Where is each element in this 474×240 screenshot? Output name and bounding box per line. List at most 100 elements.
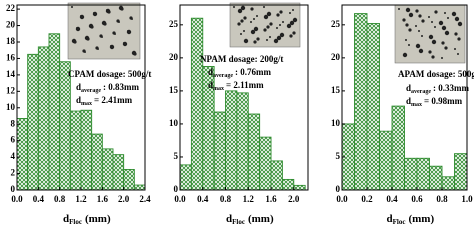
floc-dot [454,48,456,50]
bar [259,136,272,191]
floc-dot [434,10,438,14]
x-axis-label: dFloc (mm) [63,213,111,226]
bar [441,176,455,191]
bar [354,13,368,191]
bar [179,164,192,191]
floc-dot [243,16,247,20]
floc-dot [240,5,246,11]
bar [59,61,71,191]
floc-dot [127,30,129,32]
subscript: Floc [393,218,406,226]
floc-dot [428,16,430,18]
y-tick-label: 18 [6,36,16,46]
subscript: average [213,73,233,79]
floc-dot [110,45,112,47]
x-tick-label: 2.0 [118,194,130,204]
value-text: : 0.76mm [235,67,271,77]
floc-dot [289,12,291,14]
floc-dot [253,40,257,44]
bar [16,118,29,191]
subscript: Floc [232,218,245,226]
floc-dot [250,7,254,11]
floc-dot [398,8,400,10]
subscript: max [213,86,224,92]
floc-dot [431,55,435,59]
y-tick-label: 5 [174,151,179,161]
bar [80,109,93,191]
floc-dot [88,23,94,29]
floc-dot [71,6,73,8]
floc-dot [253,26,259,32]
subscript: average [411,89,431,95]
value-text: = 2.41mm [94,95,133,105]
floc-dot [276,27,278,29]
x-tick-label: 0.8 [54,194,66,204]
floc-dot [444,46,448,50]
figure: 0 2 4 6 8 10 12 14 16 18 20 22 0.0 0.4 0.8 1.2 1.6 2.0 2.4… [6,2,474,226]
x-tick-label: 0.0 [174,194,186,204]
symbol: d [76,95,81,105]
x-tick-label: 0.4 [33,194,45,204]
floc-dot [76,27,78,29]
y-tick-label: 16 [6,53,16,63]
floc-dot [266,39,268,41]
floc-dot [408,28,412,32]
floc-dot [80,15,82,17]
y-tick-label: 2 [11,168,16,178]
x-tick-label: 0.8 [220,194,232,204]
floc-dot [93,12,95,14]
average-label: daverage: 0.76mm [208,67,272,79]
floc-dot [286,23,292,29]
floc-dot [112,31,116,35]
x-tick-label: 0.8 [436,194,448,204]
floc-dot [279,32,285,38]
bar [391,105,405,191]
floc-dot [256,37,260,41]
value-text: : 0.33mm [433,83,469,93]
floc-dot [276,13,280,17]
floc-dot [457,37,461,41]
floc-dot [408,12,414,18]
floc-dot [276,35,282,41]
max-label: dmax = 0.98mm [406,96,463,108]
floc-dot [421,35,423,37]
floc-dot [457,21,463,27]
x-tick-label: 1.2 [243,194,255,204]
symbol: d [208,67,213,77]
y-tick-label: 10 [6,102,16,112]
bar [416,157,430,191]
y-tick-label: 20 [169,52,179,62]
floc-dot [266,25,270,29]
y-tick-label: 5 [336,151,341,161]
bar [379,130,393,191]
y-tick-label: 14 [6,69,16,79]
floc-dot [129,16,133,20]
x-tick-label: 1.2 [75,194,87,204]
floc-dot [402,18,406,22]
bar [133,184,146,191]
bar [48,33,61,191]
y-tick-label: 25 [169,19,179,29]
floc-dot [118,5,124,11]
x-tick-label: 1.6 [265,194,277,204]
dosage-label: NPAM dosage: 200g/t [200,54,283,64]
value-text: = 0.98mm [424,96,463,106]
floc-dot [240,19,244,23]
y-tick-label: 0 [336,184,341,194]
x-tick-label: 0.4 [197,194,209,204]
floc-dot [233,6,235,8]
floc-dot [106,9,108,11]
floc-dot [428,50,432,54]
floc-dot [451,11,457,17]
floc-dot [266,11,272,17]
y-tick-label: 22 [6,3,16,13]
floc-dot [447,17,449,19]
floc-dot [444,30,450,36]
x-tick-label: 1.0 [461,194,473,204]
symbol: d [208,80,213,90]
x-tick-label: 2.0 [288,194,300,204]
x-tick-label: 2.4 [139,194,151,204]
floc-dot [438,20,444,26]
bar [27,53,39,191]
y-tick-label: 20 [6,20,16,30]
